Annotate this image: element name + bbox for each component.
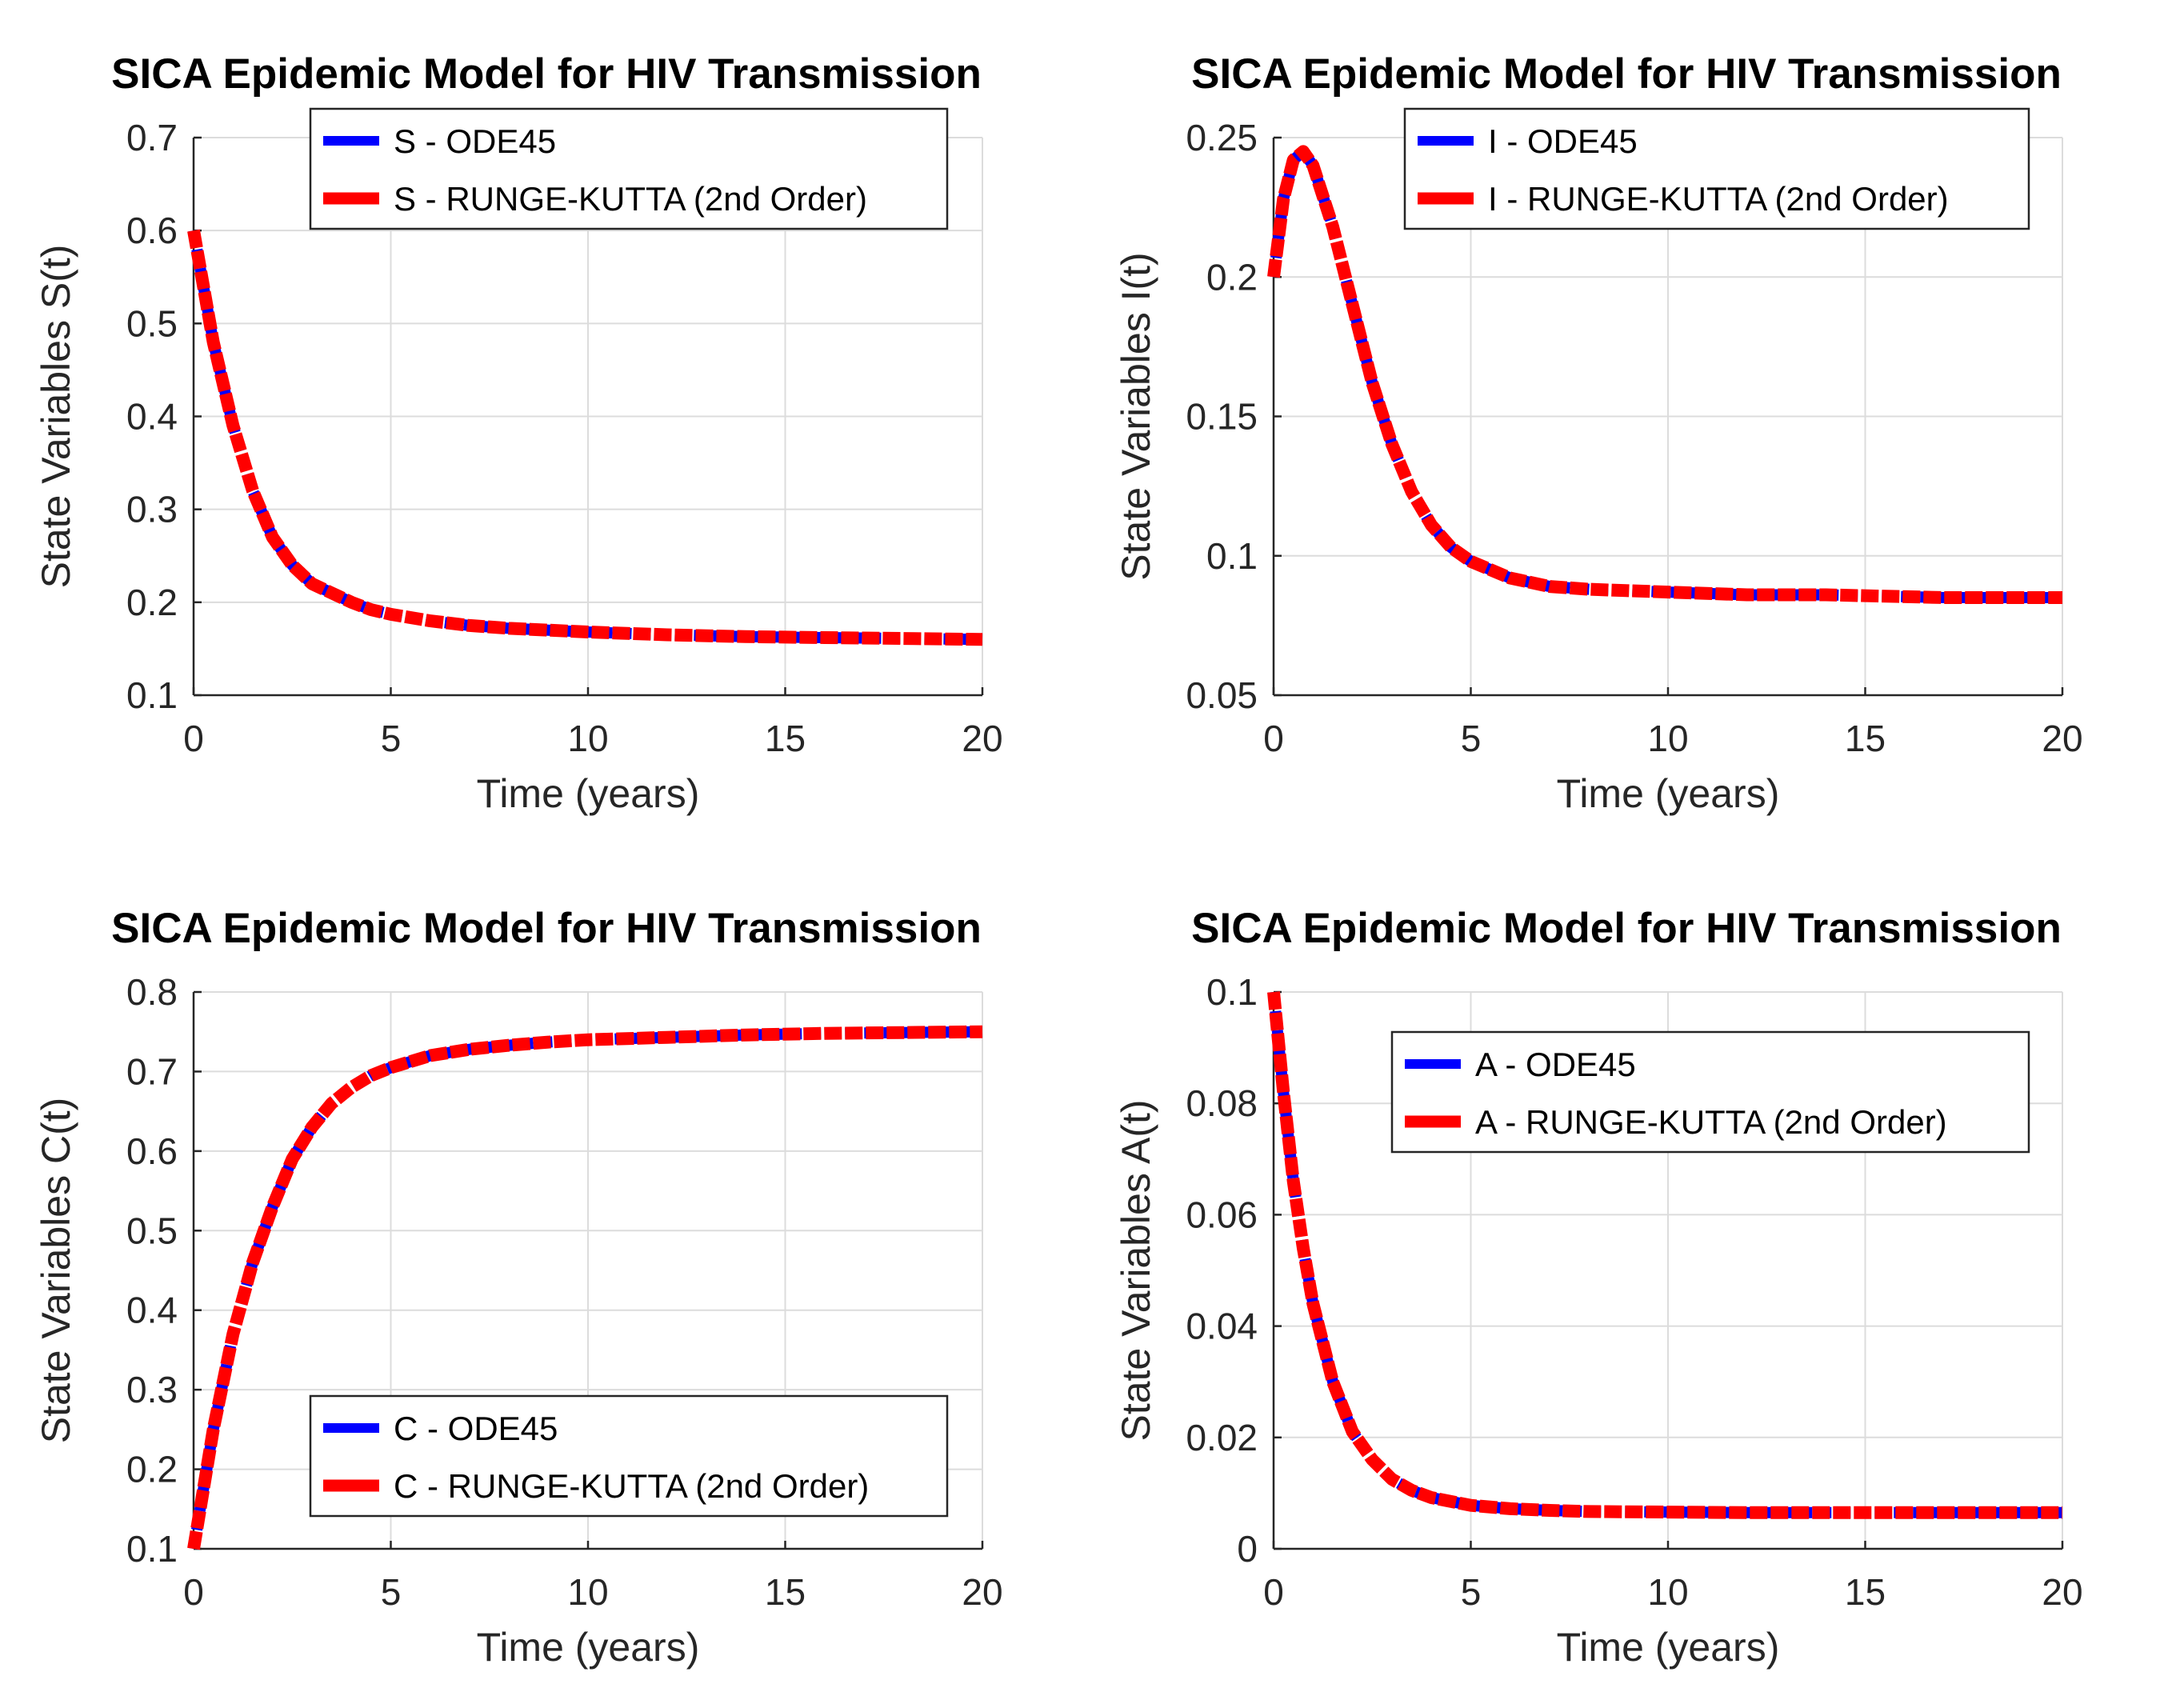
y-tick-label: 0.15 bbox=[1186, 396, 1258, 438]
y-tick-label: 0.1 bbox=[126, 674, 178, 716]
legend-label: C - RUNGE-KUTTA (2nd Order) bbox=[394, 1467, 869, 1505]
y-axis-label: State Variables S(t) bbox=[34, 245, 78, 589]
legend-box bbox=[1390, 1030, 2030, 1154]
y-tick-label: 0.2 bbox=[126, 582, 178, 623]
y-tick-label: 0.25 bbox=[1186, 117, 1258, 158]
x-tick-label: 10 bbox=[567, 1571, 608, 1613]
x-tick-label: 5 bbox=[1461, 1571, 1482, 1613]
y-tick-label: 0.6 bbox=[126, 210, 178, 251]
x-tick-label: 5 bbox=[381, 1571, 402, 1613]
legend-label: I - ODE45 bbox=[1488, 122, 1638, 160]
x-tick-label: 15 bbox=[765, 718, 806, 759]
x-tick-label: 10 bbox=[567, 718, 608, 759]
x-axis-label: Time (years) bbox=[477, 1625, 700, 1670]
x-axis-label: Time (years) bbox=[1557, 1625, 1780, 1670]
x-tick-label: 0 bbox=[183, 718, 204, 759]
y-tick-label: 0.3 bbox=[126, 1369, 178, 1410]
legend-label: A - ODE45 bbox=[1475, 1046, 1636, 1083]
y-tick-label: 0.2 bbox=[126, 1449, 178, 1490]
legend-box bbox=[309, 107, 949, 230]
y-tick-label: 0.4 bbox=[126, 1290, 178, 1331]
series-line-runge-kutta bbox=[1267, 145, 2062, 604]
y-tick-label: 0.5 bbox=[126, 1210, 178, 1251]
legend-label: A - RUNGE-KUTTA (2nd Order) bbox=[1475, 1103, 1947, 1141]
chart-title: SICA Epidemic Model for HIV Transmission bbox=[111, 50, 982, 98]
x-tick-label: 0 bbox=[183, 1571, 204, 1613]
legend: S - ODE45 S - RUNGE-KUTTA (2nd Order) bbox=[309, 107, 949, 230]
y-axis-label: State Variables C(t) bbox=[34, 1098, 78, 1444]
x-tick-label: 15 bbox=[765, 1571, 806, 1613]
x-tick-label: 20 bbox=[2042, 1571, 2082, 1613]
series-line-runge-kutta bbox=[187, 1025, 983, 1550]
legend: C - ODE45 C - RUNGE-KUTTA (2nd Order) bbox=[309, 1394, 949, 1518]
legend-label: C - ODE45 bbox=[394, 1410, 558, 1447]
y-tick-label: 0.7 bbox=[126, 117, 178, 158]
chart-panel-1: 0 5 10 15 20 0.1 0.2 0.3 0.4 0.5 0.6 0.7 SICA Epidem… bbox=[34, 50, 1003, 816]
legend-label: S - ODE45 bbox=[394, 122, 556, 160]
legend-box bbox=[1403, 107, 2030, 230]
x-tick-label: 0 bbox=[1263, 1571, 1284, 1613]
x-tick-label: 5 bbox=[1461, 718, 1482, 759]
legend: I - ODE45 I - RUNGE-KUTTA (2nd Order) bbox=[1403, 107, 2030, 230]
x-tick-label: 20 bbox=[2042, 718, 2082, 759]
y-tick-label: 0.05 bbox=[1186, 674, 1258, 716]
x-tick-label: 10 bbox=[1647, 1571, 1688, 1613]
chart-title: SICA Epidemic Model for HIV Transmission bbox=[1191, 50, 2062, 98]
x-tick-label: 15 bbox=[1845, 718, 1886, 759]
y-tick-label: 0.08 bbox=[1186, 1082, 1258, 1124]
y-tick-label: 0.6 bbox=[126, 1130, 178, 1172]
y-tick-label: 0.1 bbox=[1206, 535, 1258, 577]
series-line-runge-kutta bbox=[187, 229, 983, 646]
x-tick-label: 20 bbox=[962, 718, 1002, 759]
y-tick-label: 0.1 bbox=[126, 1528, 178, 1570]
y-tick-label: 0 bbox=[1237, 1528, 1258, 1570]
x-tick-label: 20 bbox=[962, 1571, 1002, 1613]
legend-box bbox=[309, 1394, 949, 1518]
x-axis-label: Time (years) bbox=[477, 771, 700, 816]
chart-panel-3: 0 5 10 15 20 0.1 0.2 0.3 0.4 0.5 0.6 0.7 0.8 SICA Epi… bbox=[34, 905, 1003, 1670]
chart-panel-2: 0 5 10 15 20 0.05 0.1 0.15 0.2 0.25 SICA Epidemic … bbox=[1114, 50, 2083, 816]
x-tick-label: 10 bbox=[1647, 718, 1688, 759]
x-tick-label: 15 bbox=[1845, 1571, 1886, 1613]
y-axis-label: State Variables I(t) bbox=[1114, 252, 1158, 580]
chart-title: SICA Epidemic Model for HIV Transmission bbox=[111, 905, 982, 952]
series-line-runge-kutta bbox=[1267, 991, 2062, 1519]
x-tick-label: 0 bbox=[1263, 718, 1284, 759]
y-tick-label: 0.02 bbox=[1186, 1417, 1258, 1458]
y-axis-label: State Variables A(t) bbox=[1114, 1099, 1158, 1441]
y-tick-label: 0.06 bbox=[1186, 1194, 1258, 1235]
y-tick-label: 0.5 bbox=[126, 302, 178, 344]
y-tick-label: 0.3 bbox=[126, 489, 178, 530]
y-tick-label: 0.7 bbox=[126, 1050, 178, 1092]
y-tick-label: 0.04 bbox=[1186, 1306, 1258, 1347]
legend: A - ODE45 A - RUNGE-KUTTA (2nd Order) bbox=[1390, 1030, 2030, 1154]
y-tick-label: 0.1 bbox=[1206, 971, 1258, 1013]
legend-label: S - RUNGE-KUTTA (2nd Order) bbox=[394, 180, 867, 218]
chart-title: SICA Epidemic Model for HIV Transmission bbox=[1191, 905, 2062, 952]
y-tick-label: 0.2 bbox=[1206, 256, 1258, 298]
x-axis-label: Time (years) bbox=[1557, 771, 1780, 816]
chart-panel-4: 0 5 10 15 20 0 0.02 0.04 0.06 0.08 0.1 SICA Epidemi… bbox=[1114, 905, 2083, 1670]
y-tick-label: 0.4 bbox=[126, 396, 178, 438]
x-tick-label: 5 bbox=[381, 718, 402, 759]
y-tick-label: 0.8 bbox=[126, 971, 178, 1013]
legend-label: I - RUNGE-KUTTA (2nd Order) bbox=[1488, 180, 1949, 218]
